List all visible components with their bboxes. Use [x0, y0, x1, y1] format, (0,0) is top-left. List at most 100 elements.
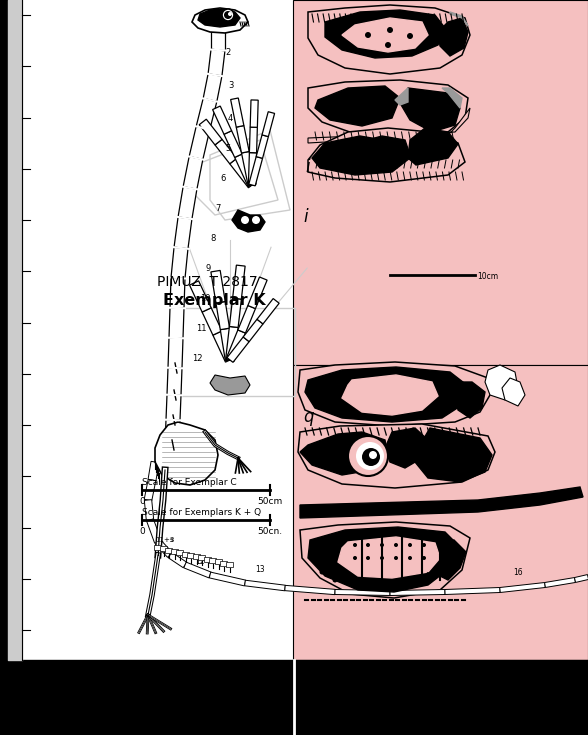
Circle shape — [369, 451, 377, 459]
Polygon shape — [450, 12, 468, 26]
Text: 12: 12 — [195, 557, 205, 566]
Polygon shape — [415, 428, 492, 482]
Polygon shape — [183, 157, 203, 190]
Text: 5: 5 — [225, 143, 230, 152]
Bar — [226, 562, 233, 567]
Polygon shape — [438, 18, 468, 56]
Polygon shape — [144, 500, 153, 520]
Bar — [176, 551, 183, 555]
Text: Exemplar K: Exemplar K — [163, 293, 266, 308]
Circle shape — [252, 216, 260, 224]
Polygon shape — [455, 382, 485, 418]
Polygon shape — [335, 589, 390, 595]
Text: 16: 16 — [513, 568, 523, 577]
Polygon shape — [178, 187, 197, 219]
Polygon shape — [298, 362, 490, 426]
Circle shape — [348, 436, 388, 476]
Polygon shape — [170, 278, 185, 308]
Circle shape — [241, 216, 249, 224]
Circle shape — [356, 442, 384, 470]
Circle shape — [222, 9, 234, 21]
Bar — [209, 558, 216, 563]
Circle shape — [353, 556, 357, 560]
Polygon shape — [342, 375, 438, 415]
Text: 8: 8 — [210, 234, 215, 243]
Polygon shape — [408, 128, 458, 165]
Polygon shape — [249, 127, 258, 153]
Circle shape — [385, 42, 391, 48]
Circle shape — [408, 556, 412, 560]
Polygon shape — [245, 580, 285, 591]
Polygon shape — [385, 428, 428, 468]
Polygon shape — [146, 519, 161, 543]
Polygon shape — [250, 100, 258, 127]
Polygon shape — [235, 154, 256, 187]
Polygon shape — [168, 552, 187, 567]
Polygon shape — [238, 306, 255, 333]
Polygon shape — [184, 562, 211, 578]
Polygon shape — [256, 135, 268, 158]
Text: 0: 0 — [139, 527, 145, 536]
Bar — [171, 549, 178, 554]
Polygon shape — [210, 375, 250, 395]
Bar — [293, 0, 588, 365]
Polygon shape — [300, 487, 583, 518]
Text: q: q — [303, 408, 313, 426]
Polygon shape — [216, 301, 229, 330]
Text: 0: 0 — [139, 497, 145, 506]
Text: 15: 15 — [425, 572, 435, 581]
Polygon shape — [308, 108, 470, 143]
Circle shape — [408, 543, 412, 547]
Circle shape — [319, 545, 325, 551]
Polygon shape — [230, 158, 256, 187]
Text: 12: 12 — [192, 354, 202, 362]
Polygon shape — [442, 88, 462, 108]
Polygon shape — [165, 420, 180, 445]
Text: 10: 10 — [200, 293, 211, 303]
Bar — [187, 553, 194, 558]
Polygon shape — [300, 432, 388, 475]
Bar — [293, 365, 588, 660]
Polygon shape — [203, 74, 222, 101]
Bar — [154, 545, 161, 550]
Circle shape — [366, 556, 370, 560]
Circle shape — [422, 556, 426, 560]
Polygon shape — [202, 308, 222, 335]
Polygon shape — [226, 330, 245, 362]
Polygon shape — [338, 537, 440, 578]
Circle shape — [387, 27, 393, 33]
Polygon shape — [189, 126, 210, 159]
Bar — [198, 556, 205, 561]
Bar — [180, 308, 295, 396]
Text: 14: 14 — [335, 570, 345, 579]
Text: i: i — [305, 158, 310, 176]
Circle shape — [380, 556, 384, 560]
Polygon shape — [315, 86, 400, 126]
Circle shape — [422, 543, 426, 547]
Polygon shape — [196, 98, 217, 129]
Circle shape — [228, 12, 232, 16]
Polygon shape — [166, 395, 181, 420]
Polygon shape — [215, 140, 237, 164]
Polygon shape — [226, 326, 238, 360]
Polygon shape — [189, 281, 211, 312]
Text: 11+3: 11+3 — [155, 537, 175, 543]
Text: 7: 7 — [215, 204, 220, 212]
Polygon shape — [300, 522, 470, 598]
Polygon shape — [227, 337, 249, 362]
Polygon shape — [242, 151, 256, 186]
Polygon shape — [168, 338, 183, 368]
Text: i: i — [303, 208, 308, 226]
Polygon shape — [248, 277, 267, 309]
Bar — [204, 557, 211, 562]
Text: 4: 4 — [228, 113, 233, 123]
Circle shape — [332, 542, 338, 547]
Polygon shape — [257, 298, 279, 324]
Polygon shape — [198, 9, 240, 27]
Text: 50cn.: 50cn. — [258, 527, 283, 536]
Polygon shape — [360, 136, 410, 162]
Polygon shape — [308, 128, 465, 182]
Circle shape — [394, 556, 398, 560]
Polygon shape — [233, 265, 245, 299]
Polygon shape — [285, 585, 335, 595]
